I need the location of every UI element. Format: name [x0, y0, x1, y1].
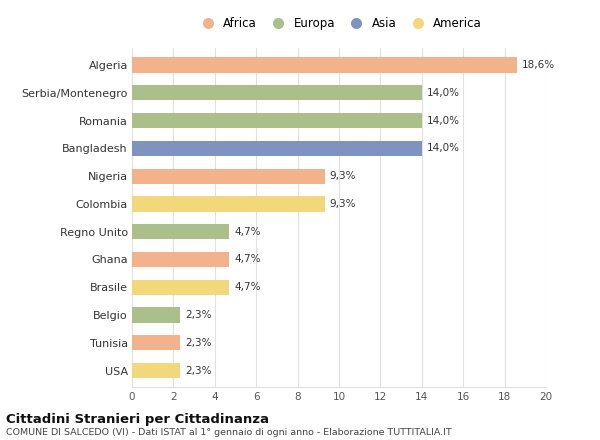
Text: 14,0%: 14,0%	[427, 116, 460, 125]
Bar	[132, 308, 179, 323]
Bar	[132, 58, 517, 73]
Text: 14,0%: 14,0%	[427, 88, 460, 98]
Bar	[132, 196, 325, 212]
Text: 4,7%: 4,7%	[235, 227, 261, 237]
Bar	[132, 252, 229, 267]
Text: 9,3%: 9,3%	[329, 171, 356, 181]
Text: 4,7%: 4,7%	[235, 282, 261, 292]
Bar	[132, 224, 229, 239]
Legend: Africa, Europa, Asia, America: Africa, Europa, Asia, America	[193, 14, 485, 34]
Text: 14,0%: 14,0%	[427, 143, 460, 154]
Bar	[132, 279, 229, 295]
Bar	[132, 85, 422, 100]
Text: 18,6%: 18,6%	[522, 60, 556, 70]
Text: Cittadini Stranieri per Cittadinanza: Cittadini Stranieri per Cittadinanza	[6, 413, 269, 426]
Bar	[132, 141, 422, 156]
Bar	[132, 113, 422, 128]
Text: 2,3%: 2,3%	[185, 338, 211, 348]
Text: 2,3%: 2,3%	[185, 366, 211, 375]
Bar	[132, 363, 179, 378]
Text: 9,3%: 9,3%	[329, 199, 356, 209]
Bar	[132, 169, 325, 184]
Text: 4,7%: 4,7%	[235, 254, 261, 264]
Text: COMUNE DI SALCEDO (VI) - Dati ISTAT al 1° gennaio di ogni anno - Elaborazione TU: COMUNE DI SALCEDO (VI) - Dati ISTAT al 1…	[6, 428, 452, 436]
Bar	[132, 335, 179, 350]
Text: 2,3%: 2,3%	[185, 310, 211, 320]
